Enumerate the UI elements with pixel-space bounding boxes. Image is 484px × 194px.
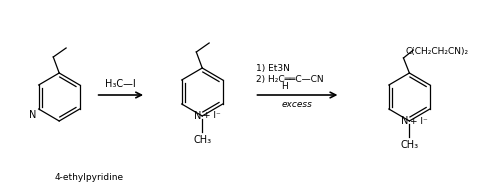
Text: N: N <box>401 116 408 126</box>
Text: excess: excess <box>282 100 313 109</box>
Text: + I⁻: + I⁻ <box>410 117 428 126</box>
Text: H: H <box>281 82 288 91</box>
Text: CH₃: CH₃ <box>193 135 212 145</box>
Text: + I⁻: + I⁻ <box>203 112 221 120</box>
Text: N: N <box>194 111 201 121</box>
Text: H₃C—I: H₃C—I <box>106 79 136 89</box>
Text: C(CH₂CH₂CN)₂: C(CH₂CH₂CN)₂ <box>406 47 469 56</box>
Text: CH₃: CH₃ <box>400 140 419 150</box>
Text: 4-ethylpyridine: 4-ethylpyridine <box>54 173 123 182</box>
Text: 1) Et3N: 1) Et3N <box>257 64 290 73</box>
Text: N: N <box>30 110 37 120</box>
Text: 2) H₂C══C—CN: 2) H₂C══C—CN <box>257 75 324 84</box>
